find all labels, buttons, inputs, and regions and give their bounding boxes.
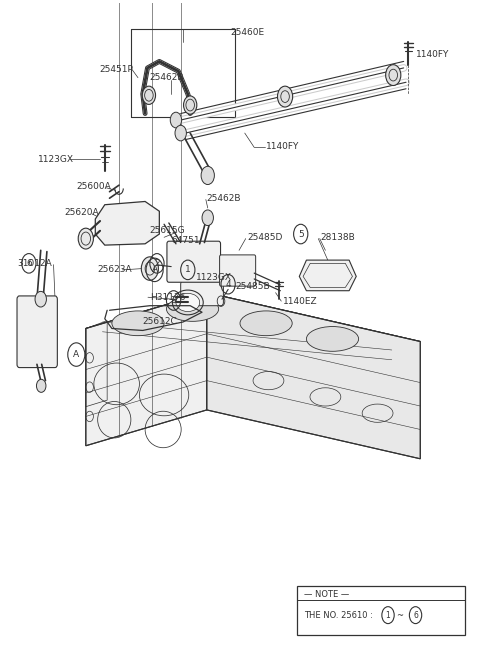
Text: 6: 6 xyxy=(26,259,32,268)
Text: 1123GX: 1123GX xyxy=(196,273,232,283)
Text: 25451P: 25451P xyxy=(99,65,133,74)
FancyBboxPatch shape xyxy=(219,255,256,286)
Ellipse shape xyxy=(240,311,292,336)
Ellipse shape xyxy=(176,293,200,311)
Text: 1123GX: 1123GX xyxy=(38,154,74,164)
Ellipse shape xyxy=(306,327,359,351)
Text: — NOTE —: — NOTE — xyxy=(304,590,349,599)
Text: 64751: 64751 xyxy=(171,236,200,245)
Text: 28138B: 28138B xyxy=(321,233,355,242)
Text: 25620A: 25620A xyxy=(64,208,99,217)
Text: 1: 1 xyxy=(385,610,390,620)
Circle shape xyxy=(183,96,197,114)
FancyBboxPatch shape xyxy=(180,281,223,306)
Text: 25485B: 25485B xyxy=(235,282,270,290)
Polygon shape xyxy=(300,260,356,290)
Circle shape xyxy=(201,166,215,185)
Text: 1140EZ: 1140EZ xyxy=(283,297,317,306)
FancyBboxPatch shape xyxy=(167,241,220,283)
Polygon shape xyxy=(96,202,159,245)
Text: 25462B: 25462B xyxy=(207,194,241,203)
FancyBboxPatch shape xyxy=(17,296,57,367)
Circle shape xyxy=(36,379,46,392)
Circle shape xyxy=(170,112,181,128)
Ellipse shape xyxy=(167,296,219,321)
Polygon shape xyxy=(86,292,207,445)
Circle shape xyxy=(175,125,186,141)
Text: 25600A: 25600A xyxy=(76,182,111,191)
Circle shape xyxy=(78,228,94,249)
Text: 25615G: 25615G xyxy=(150,226,185,235)
Text: 25460E: 25460E xyxy=(230,28,264,37)
Circle shape xyxy=(35,291,47,307)
Text: 25462B: 25462B xyxy=(150,73,184,82)
Polygon shape xyxy=(86,292,420,377)
Circle shape xyxy=(141,257,158,281)
Text: ~: ~ xyxy=(396,610,403,620)
Text: 2: 2 xyxy=(154,259,160,268)
Text: 25612C: 25612C xyxy=(143,317,178,327)
Circle shape xyxy=(142,86,156,104)
Text: 25623A: 25623A xyxy=(97,265,132,275)
Text: 31012A: 31012A xyxy=(17,259,52,268)
Polygon shape xyxy=(207,292,420,459)
Text: 1: 1 xyxy=(185,265,191,275)
Ellipse shape xyxy=(112,311,164,336)
Text: 5: 5 xyxy=(298,229,304,238)
Text: 4: 4 xyxy=(225,280,231,288)
Circle shape xyxy=(277,86,293,107)
Text: H31176: H31176 xyxy=(150,293,185,302)
Circle shape xyxy=(385,64,401,85)
Text: 1140FY: 1140FY xyxy=(266,142,300,150)
Text: 3: 3 xyxy=(171,296,177,305)
Text: A: A xyxy=(152,265,157,275)
Text: 1140FY: 1140FY xyxy=(416,51,449,59)
Text: THE NO. 25610 :: THE NO. 25610 : xyxy=(304,610,375,620)
Bar xyxy=(297,586,466,635)
Text: 6: 6 xyxy=(413,610,418,620)
Circle shape xyxy=(202,210,214,225)
Text: A: A xyxy=(73,350,79,359)
Text: 25485D: 25485D xyxy=(247,233,283,242)
